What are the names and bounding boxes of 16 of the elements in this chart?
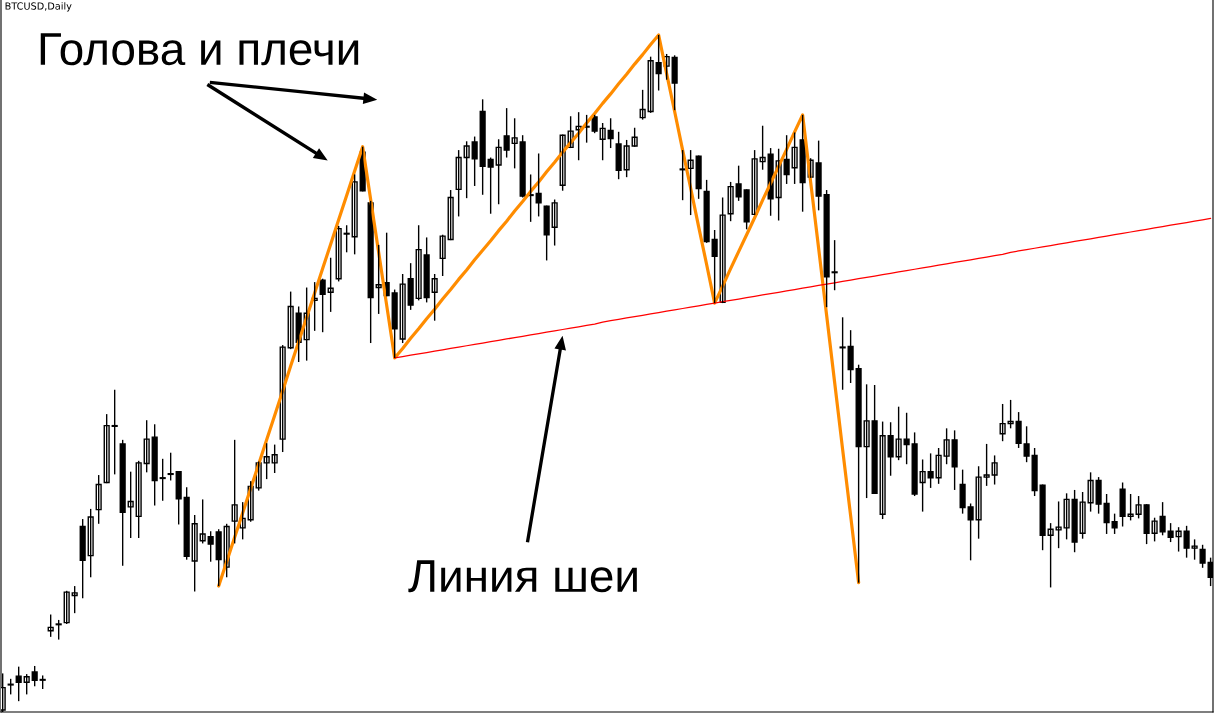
candlestick <box>343 224 350 254</box>
candlestick <box>167 452 174 482</box>
candlestick <box>263 442 270 480</box>
candlestick <box>839 316 846 391</box>
chart-title: BTCUSD,Daily <box>5 2 72 12</box>
candlestick <box>831 239 838 291</box>
candlestick <box>1055 500 1062 549</box>
candlestick <box>55 619 62 641</box>
annotation: Линия шеи <box>408 560 637 593</box>
candlestick <box>1111 512 1118 535</box>
candlestick <box>15 665 22 702</box>
candlestick <box>983 443 990 487</box>
candlestick <box>159 458 166 502</box>
candlestick <box>1191 538 1198 561</box>
candlestick <box>111 389 118 476</box>
annotation: Голова и плечи <box>40 33 359 66</box>
